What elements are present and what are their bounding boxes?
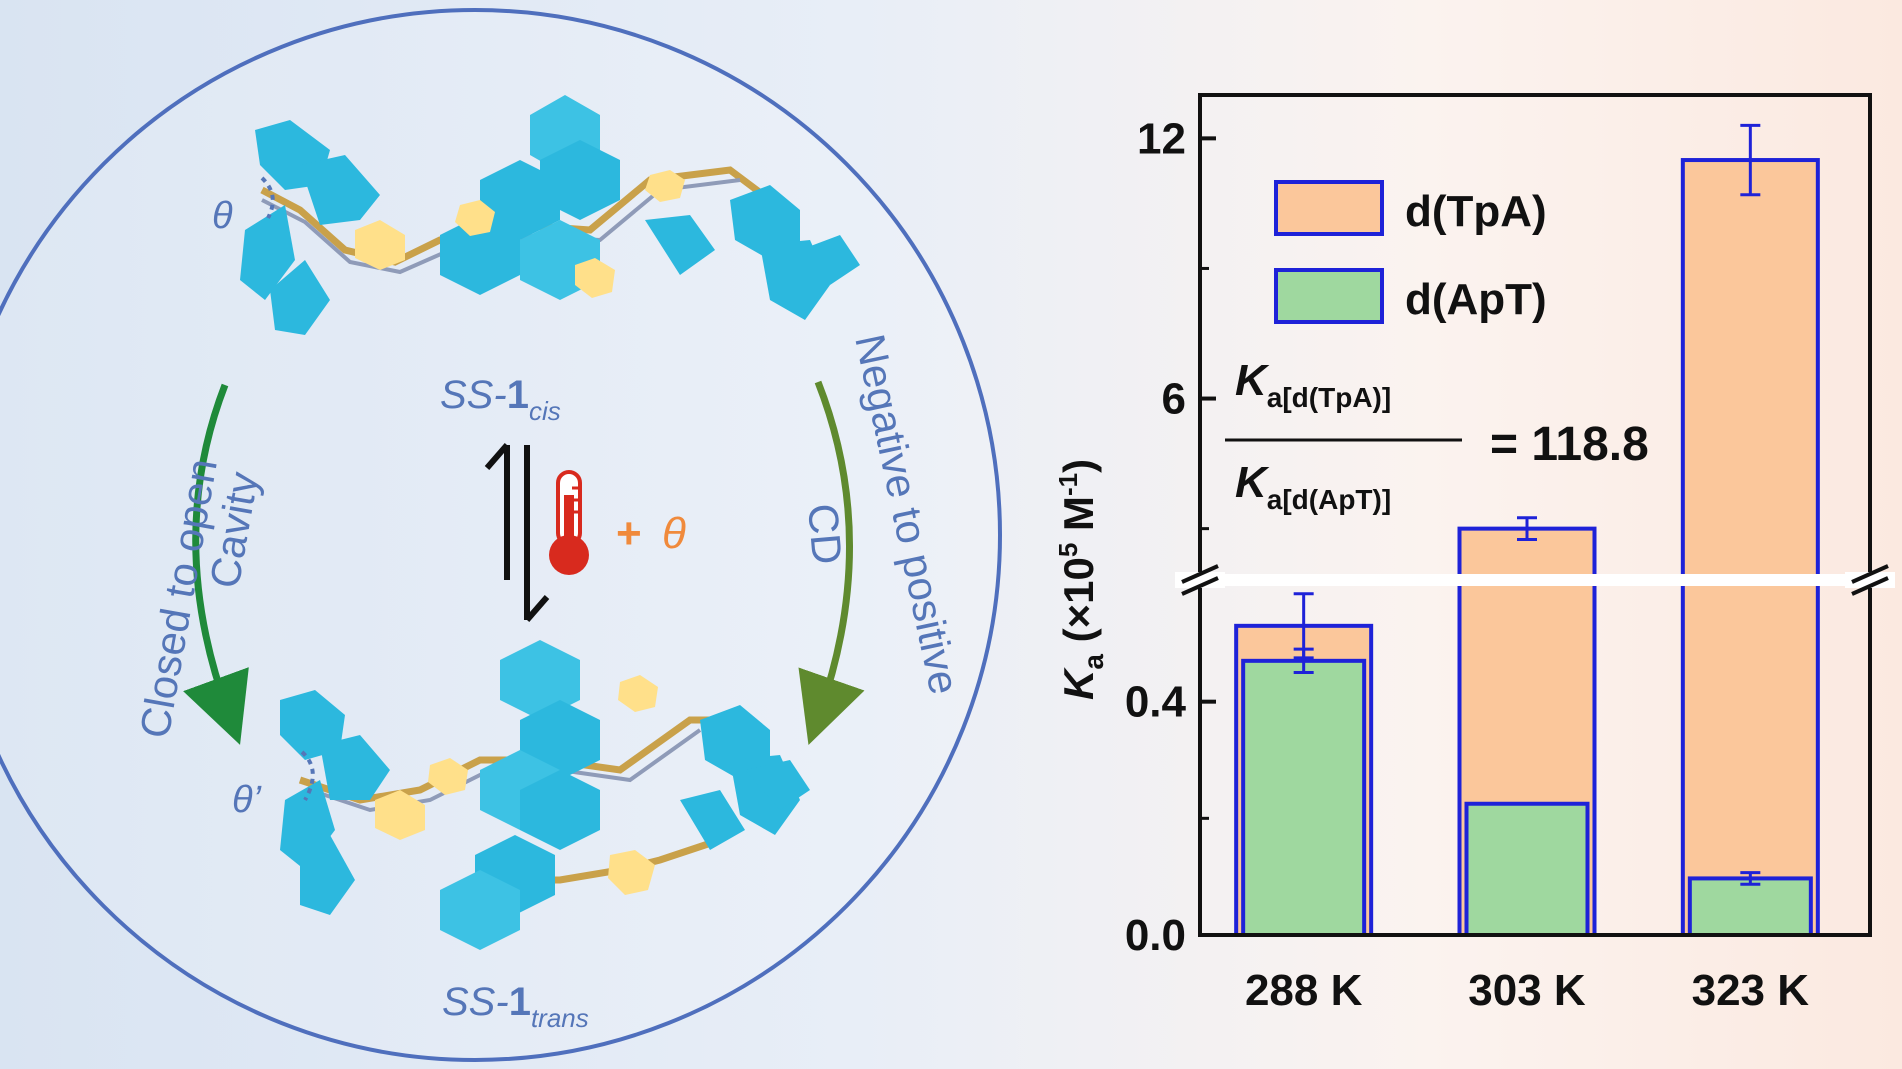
- theta-arc-top: [260, 176, 275, 219]
- ratio-numerator: Ka[d(TpA)]: [1235, 356, 1391, 413]
- axis-break-left-gap: [1175, 572, 1225, 588]
- y-axis-label: Ka (×105 M-1): [1053, 459, 1109, 700]
- bar-d(TpA)-323K: [1680, 158, 1820, 937]
- axes-layer: 288 K 303 K 323 K 0.0 0.4 6 12: [1125, 93, 1895, 1015]
- bars-layer: [1234, 123, 1820, 938]
- molecule-trans: [280, 640, 810, 950]
- ratio-denominator: Ka[d(ApT)]: [1235, 458, 1391, 515]
- theta-arc-bottom: [300, 750, 315, 801]
- right-curved-arrow: [798, 380, 865, 746]
- stimulus-plus: +: [616, 509, 642, 558]
- legend-label-tpa: d(TpA): [1405, 187, 1547, 236]
- y-tick-label: 12: [1137, 114, 1186, 163]
- state-label-trans: SS-1trans: [442, 980, 589, 1033]
- legend-label-apt: d(ApT): [1405, 275, 1547, 324]
- axis-break-gap: [1202, 574, 1868, 586]
- axis-break-mark-right: [1851, 576, 1889, 596]
- theta-bottom-label: θ’: [232, 779, 262, 821]
- theta-top-label: θ: [212, 195, 233, 237]
- y-tick-label: 6: [1162, 375, 1186, 424]
- legend: d(TpA) d(ApT): [1274, 180, 1547, 324]
- x-tick-label: 323 K: [1692, 966, 1810, 1015]
- bar-d(ApT)-323K: [1687, 876, 1813, 938]
- x-tick-label: 303 K: [1468, 966, 1586, 1015]
- legend-swatch-apt: [1274, 268, 1384, 324]
- bar-d(ApT)-288K: [1241, 658, 1367, 937]
- left-curved-arrow: [183, 383, 249, 745]
- stimulus-theta: θ: [662, 509, 686, 558]
- state-label-cis: SS-1cis: [440, 373, 561, 426]
- equilibrium-arrows-icon: [484, 443, 550, 622]
- molecule-cis: [240, 95, 860, 335]
- thermometer-icon: [549, 470, 589, 575]
- right-arc-line2: CD: [799, 502, 851, 567]
- ratio-value: = 118.8: [1490, 418, 1649, 471]
- bar-d(ApT)-303K: [1464, 801, 1590, 937]
- y-tick-label: 0.4: [1125, 678, 1187, 727]
- y-tick-label: 0.0: [1125, 911, 1186, 960]
- plot-frame: [1198, 93, 1872, 937]
- axis-break-mark-right: [1851, 564, 1889, 584]
- ratio-annotation: Ka[d(TpA)] Ka[d(ApT)] = 118.8: [1225, 356, 1649, 515]
- x-tick-label: 288 K: [1245, 966, 1363, 1015]
- axis-break-mark-left: [1181, 564, 1219, 584]
- axis-break-right-gap: [1845, 572, 1895, 588]
- axis-break-mark-left: [1181, 576, 1219, 596]
- legend-swatch-tpa: [1274, 180, 1384, 236]
